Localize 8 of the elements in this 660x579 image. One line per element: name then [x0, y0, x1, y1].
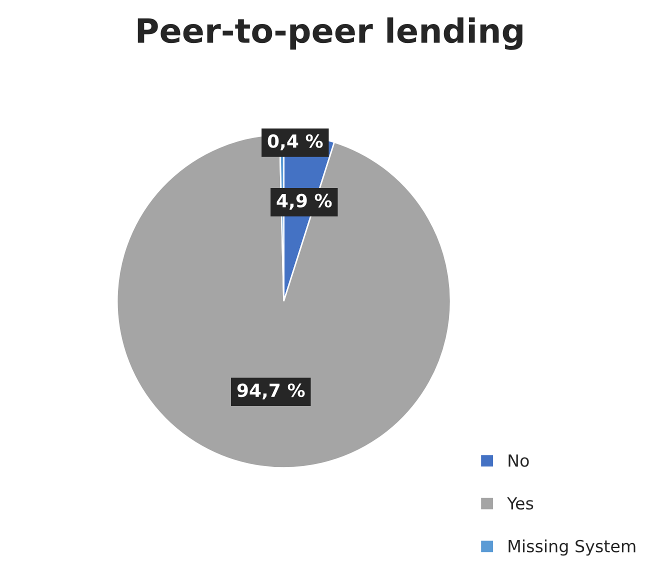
data-label: 0,4 % [268, 134, 323, 150]
data-label: 94,7 % [237, 383, 305, 400]
legend-label: No [508, 454, 529, 467]
pie-slice [116, 134, 452, 469]
legend-label: Missing System [508, 540, 636, 556]
chart-title: Peer-to-peer lending [138, 17, 522, 50]
data-label: 4,9 % [276, 194, 332, 210]
legend-label: Yes [507, 497, 534, 510]
